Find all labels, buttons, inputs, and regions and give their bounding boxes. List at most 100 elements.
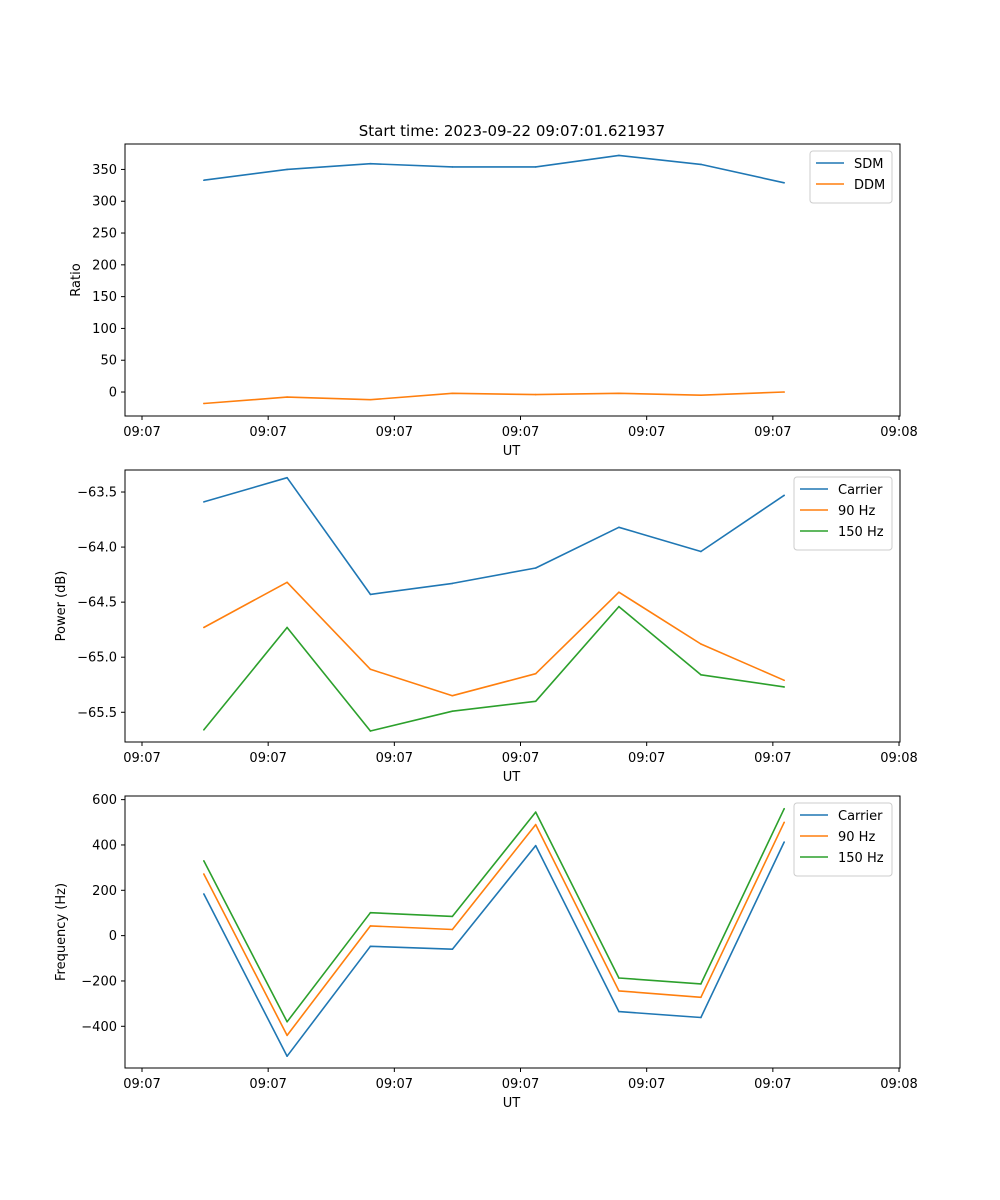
y-tick-label: −64.0 [77,541,117,556]
data-point [783,686,786,688]
series-line-carrier [203,841,785,1057]
data-point [534,823,537,826]
x-tick-label: 09:07 [754,1077,791,1092]
figure-title: Start time: 2023-09-22 09:07:01.621937 [359,122,665,140]
plot-frame [124,795,901,1069]
legend-label: 150 Hz [838,525,884,540]
x-axis-label: UT [503,1096,521,1111]
x-tick-label: 09:07 [376,425,413,440]
data-point [286,581,288,584]
y-axis-label: Ratio [69,263,84,296]
x-tick-label: 09:07 [249,751,286,766]
data-point [700,550,702,553]
data-point [451,928,454,931]
data-point [286,168,288,171]
data-point [451,582,454,585]
data-point [369,668,372,671]
series-line-150-hz [203,808,785,1023]
data-point [534,844,537,847]
data-point [203,860,205,862]
legend: SDM DDM [809,150,893,204]
data-point [203,729,205,731]
data-point [700,643,702,645]
data-point [783,841,786,843]
data-point [369,730,372,732]
x-tick-label: 09:08 [880,751,917,766]
data-point [534,811,537,813]
data-point [286,476,288,479]
y-tick-label: 200 [92,884,117,899]
x-tick-label: 09:07 [249,1077,286,1092]
data-point [286,1055,288,1058]
y-tick-label: 0 [109,386,117,401]
legend-label: 150 Hz [838,851,884,866]
series-line-90-hz [203,821,785,1037]
data-point [700,674,702,676]
x-tick-label: 09:07 [123,751,160,766]
data-point [203,893,205,895]
x-tick-label: 09:07 [628,1077,665,1092]
data-point [618,154,620,157]
series-line-150-hz [203,605,785,732]
data-point [369,945,372,948]
data-point [451,948,454,951]
legend-label: DDM [854,178,885,193]
data-point [700,394,702,397]
data-point [618,605,620,608]
x-tick-label: 09:07 [123,1077,160,1092]
legend-box [809,150,893,204]
x-tick-label: 09:07 [249,425,286,440]
data-point [203,501,205,503]
legend-label: 90 Hz [838,504,875,519]
data-point [618,526,620,529]
data-point [451,166,454,168]
x-tick-label: 09:07 [502,751,539,766]
data-point [451,710,454,712]
y-tick-label: 200 [92,258,117,273]
y-axis-label: Power (dB) [54,571,69,642]
data-point [369,162,372,165]
data-point [618,977,620,979]
series-line-90-hz [203,581,785,697]
data-point [783,391,786,393]
data-point [369,398,372,401]
y-tick-label: 600 [92,793,117,808]
data-point [700,983,702,985]
x-axis-label: UT [503,770,521,785]
data-point [700,996,702,999]
legend-label: Carrier [838,809,883,824]
data-point [534,567,537,569]
x-axis-label: UT [503,444,521,459]
data-point [783,494,786,497]
legend: Carrier 90 Hz 150 Hz [793,476,893,551]
y-tick-label: 250 [92,227,117,242]
y-tick-label: 0 [109,929,117,944]
data-point [369,925,372,927]
data-point [618,990,620,992]
data-point [369,593,372,596]
x-tick-label: 09:07 [502,425,539,440]
data-point [203,626,205,629]
y-tick-label: −65.5 [77,706,117,721]
legend: Carrier 90 Hz 150 Hz [793,802,893,877]
data-point [286,1034,288,1037]
data-point [286,1020,288,1023]
data-point [534,393,537,396]
plot-frame [124,143,901,417]
data-point [534,700,537,703]
data-point [700,163,702,166]
data-point [534,672,537,675]
data-point [618,1010,620,1013]
legend-label: 90 Hz [838,830,875,845]
data-point [203,179,205,182]
legend-label: Carrier [838,483,883,498]
legend-label: SDM [854,157,883,172]
y-tick-label: −400 [81,1020,117,1035]
frequency-chart: 09:07 09:07 09:07 09:07 09:07 09:07 09:08 −400 −… [54,793,918,1111]
y-axis-label: Frequency (Hz) [54,883,69,981]
x-tick-label: 09:07 [123,425,160,440]
x-tick-label: 09:07 [628,751,665,766]
y-tick-label: 50 [100,354,117,369]
x-tick-label: 09:08 [880,1077,917,1092]
